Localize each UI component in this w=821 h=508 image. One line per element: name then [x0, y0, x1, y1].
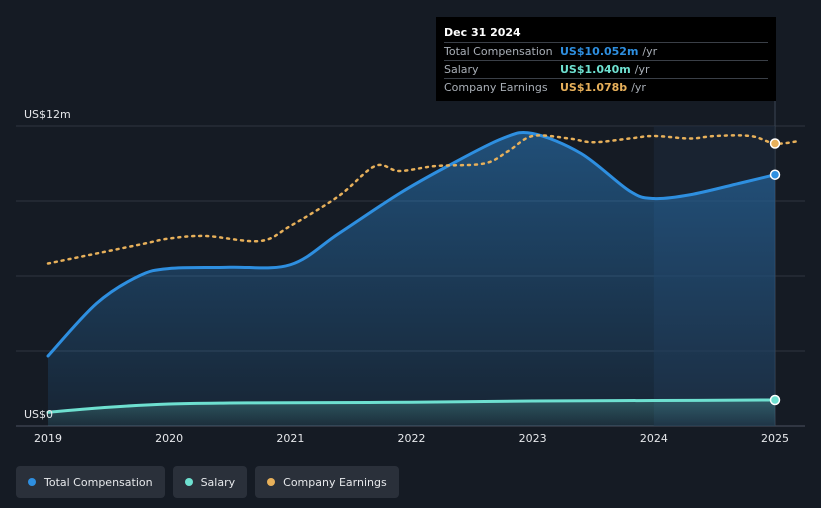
x-tick-label: 2024: [640, 432, 668, 445]
tooltip-unit: /yr: [634, 63, 650, 76]
tooltip-unit: /yr: [642, 45, 658, 58]
y-tick-label-max: US$12m: [24, 108, 71, 121]
salary-marker: [769, 394, 781, 406]
legend-item-total-compensation[interactable]: Total Compensation: [16, 466, 165, 498]
legend: Total Compensation Salary Company Earnin…: [16, 466, 399, 498]
legend-label: Salary: [200, 475, 236, 489]
tooltip: Dec 31 2024 Total Compensation US$10.052…: [436, 17, 776, 101]
x-tick-label: 2022: [398, 432, 426, 445]
tooltip-row-company-earnings: Company Earnings US$1.078b /yr: [444, 78, 768, 96]
legend-dot-icon: [184, 478, 193, 486]
total-compensation-marker: [769, 169, 781, 180]
x-axis-ticks: 2019 2020 2021 2022 2023 2024 2025: [34, 432, 789, 445]
legend-dot-icon: [267, 478, 276, 486]
company-earnings-line: [46, 134, 801, 265]
tooltip-value: US$1.078b: [560, 81, 628, 94]
legend-label: Company Earnings: [283, 475, 387, 489]
legend-item-salary[interactable]: Salary: [172, 466, 248, 498]
legend-dot-icon: [28, 478, 36, 486]
x-tick-label: 2019: [34, 432, 62, 445]
y-tick-label-zero: US$0: [24, 408, 53, 421]
salary-line: [46, 398, 777, 414]
tooltip-unit: /yr: [631, 81, 646, 94]
x-tick-label: 2025: [761, 432, 789, 445]
tooltip-value: US$10.052m: [560, 45, 639, 58]
legend-label: Total Compensation: [44, 475, 153, 489]
x-tick-label: 2021: [276, 432, 304, 445]
legend-item-company-earnings[interactable]: Company Earnings: [255, 466, 399, 498]
tooltip-date: Dec 31 2024: [444, 26, 521, 39]
tooltip-row-total-compensation: Total Compensation US$10.052m /yr: [444, 42, 768, 60]
tooltip-label: Company Earnings: [444, 81, 548, 94]
total-compensation-area: [48, 132, 775, 426]
x-tick-label: 2020: [155, 432, 183, 445]
tooltip-label: Total Compensation: [444, 45, 553, 58]
series-layer: [46, 130, 801, 426]
tooltip-value: US$1.040m: [560, 63, 631, 76]
company-earnings-marker: [769, 138, 781, 149]
tooltip-label: Salary: [444, 63, 479, 76]
tooltip-row-salary: Salary US$1.040m /yr: [444, 60, 768, 78]
salary-area: [48, 400, 775, 426]
x-tick-label: 2023: [519, 432, 547, 445]
